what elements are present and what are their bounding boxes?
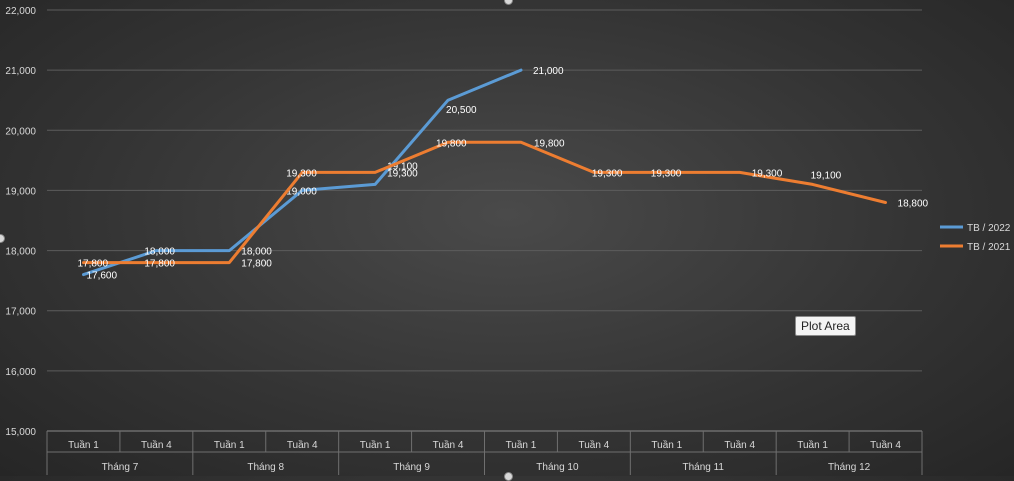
y-tick-label: 15,000 xyxy=(5,427,36,438)
data-label: 19,300 xyxy=(592,168,623,179)
data-label: 18,000 xyxy=(241,247,272,258)
chart-resize-handle-left[interactable] xyxy=(0,234,5,243)
chart-resize-handle-bottom[interactable] xyxy=(504,472,513,481)
data-label: 17,800 xyxy=(77,259,108,270)
series-line-1 xyxy=(82,68,523,277)
data-label: 21,000 xyxy=(533,66,564,77)
data-label: 19,100 xyxy=(387,161,418,172)
x-group-label: Tháng 10 xyxy=(536,462,579,473)
x-tick-label: Tuần 1 xyxy=(651,439,682,451)
data-label: 18,000 xyxy=(144,247,175,258)
y-tick-label: 19,000 xyxy=(5,186,36,197)
legend-label: TB / 2022 xyxy=(967,223,1011,234)
y-tick-label: 22,000 xyxy=(5,6,36,17)
data-label: 19,300 xyxy=(286,168,317,179)
x-tick-label: Tuần 4 xyxy=(724,439,755,451)
x-group-label: Tháng 7 xyxy=(102,462,139,473)
data-label: 19,300 xyxy=(387,168,418,179)
y-tick-label: 16,000 xyxy=(5,367,36,378)
data-label: 17,600 xyxy=(86,271,117,282)
legend-label: TB / 2021 xyxy=(967,242,1011,253)
data-label: 19,100 xyxy=(811,170,842,181)
data-label: 17,800 xyxy=(241,259,272,270)
y-tick-label: 18,000 xyxy=(5,247,36,258)
x-tick-label: Tuần 4 xyxy=(870,439,901,451)
data-label: 19,800 xyxy=(534,138,565,149)
data-label: 19,300 xyxy=(752,168,783,179)
x-tick-label: Tuần 1 xyxy=(68,439,99,451)
x-tick-label: Tuần 4 xyxy=(433,439,464,451)
data-label: 19,000 xyxy=(286,186,317,197)
x-tick-label: Tuần 4 xyxy=(578,439,609,451)
y-tick-label: 17,000 xyxy=(5,307,36,318)
data-label: 18,800 xyxy=(898,198,929,209)
data-label: 19,300 xyxy=(651,168,682,179)
x-group-label: Tháng 12 xyxy=(828,462,871,473)
data-label: 17,800 xyxy=(144,259,175,270)
x-group-label: Tháng 11 xyxy=(682,462,724,473)
x-group-label: Tháng 9 xyxy=(393,462,430,473)
x-tick-label: Tuần 1 xyxy=(797,439,828,451)
x-tick-label: Tuần 4 xyxy=(141,439,172,451)
x-tick-label: Tuần 1 xyxy=(214,439,245,451)
data-label: 19,800 xyxy=(436,138,467,149)
x-group-label: Tháng 8 xyxy=(247,462,284,473)
x-tick-label: Tuần 1 xyxy=(360,439,391,451)
x-tick-label: Tuần 4 xyxy=(287,439,318,451)
plot-area-tooltip: Plot Area xyxy=(795,316,856,336)
y-tick-label: 21,000 xyxy=(5,66,36,77)
data-label: 20,500 xyxy=(446,105,477,116)
series-line-2 xyxy=(82,140,887,265)
y-tick-label: 20,000 xyxy=(5,126,36,137)
chart-resize-handle-top[interactable] xyxy=(504,0,513,5)
x-tick-label: Tuần 1 xyxy=(506,439,537,451)
